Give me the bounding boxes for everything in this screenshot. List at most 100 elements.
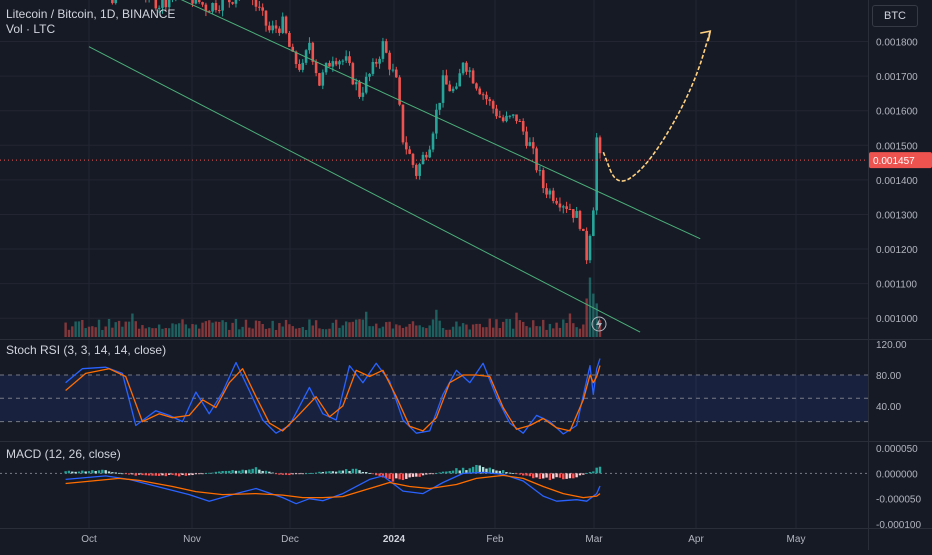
stoch-tick-label: 80.00 [876, 371, 901, 382]
macd-histogram-bar [288, 473, 291, 476]
candle-body [258, 6, 261, 8]
volume-bar [552, 328, 555, 337]
macd-histogram-bar [431, 473, 435, 475]
macd-histogram-bar [485, 468, 488, 474]
candle-body [525, 131, 528, 146]
volume-bar [511, 328, 515, 337]
time-tick-label: Mar [585, 534, 603, 545]
volume-bar [201, 322, 204, 337]
price-tick-label: 0.001400 [876, 176, 918, 187]
macd-histogram-bar [84, 471, 87, 474]
volume-bar [141, 325, 144, 337]
macd-title: MACD (12, 26, close) [6, 447, 121, 461]
price-tick-label: 0.001600 [876, 107, 918, 118]
candle-body [398, 77, 401, 105]
macd-histogram-bar [308, 473, 311, 474]
volume-bar [87, 326, 91, 337]
volume-bar [321, 329, 324, 337]
candle-body [438, 102, 441, 110]
volume-bar [385, 322, 388, 337]
volume-bar [208, 320, 211, 337]
macd-histogram-bar [328, 471, 331, 474]
candle-body [264, 10, 268, 26]
macd-histogram-bar [395, 473, 398, 479]
volume-bar [415, 325, 418, 337]
volume-bar [461, 323, 465, 337]
candle-body [227, 0, 231, 3]
volume-bar [435, 309, 438, 337]
macd-histogram-bar [401, 473, 405, 481]
macd-histogram-bar [421, 473, 425, 476]
candle-body [538, 170, 542, 172]
candle-body [291, 46, 295, 52]
candle-body [294, 51, 298, 64]
macd-histogram-bar [511, 473, 515, 474]
macd-histogram-bar [334, 471, 338, 474]
macd-histogram-bar [391, 473, 395, 482]
volume-bar [331, 322, 335, 337]
macd-histogram-bar [415, 473, 418, 477]
volume-bar [234, 318, 238, 337]
candle-body [111, 0, 114, 4]
candle-body [351, 63, 355, 85]
candle-body [575, 211, 578, 218]
macd-histogram-bar [261, 470, 264, 474]
volume-bar [365, 311, 368, 337]
candle-body [451, 88, 455, 92]
candle-body [234, 0, 238, 4]
price-tick-label: 0.001800 [876, 38, 918, 49]
macd-histogram-bar [211, 472, 214, 474]
candle-body [488, 99, 492, 102]
event-marker-icon[interactable] [591, 316, 607, 332]
stoch-k-line [65, 358, 601, 435]
macd-histogram-bar [104, 470, 107, 474]
volume-bar [147, 327, 151, 337]
macd-histogram-bar [588, 472, 592, 474]
volume-bar [408, 323, 411, 337]
volume-bar [568, 313, 572, 337]
macd-histogram-bar [167, 473, 171, 475]
volume-bar [485, 327, 488, 337]
macd-histogram-bar [491, 469, 495, 474]
macd-histogram-bar [572, 473, 575, 479]
macd-histogram-bar [358, 470, 361, 474]
macd-histogram-bar [458, 470, 461, 474]
symbol-badge[interactable]: BTC [872, 5, 918, 27]
candle-body [541, 170, 545, 189]
candle-body [261, 7, 264, 11]
volume-bar [455, 321, 458, 337]
macd-histogram-bar [231, 470, 234, 474]
volume-bar [264, 328, 268, 337]
candle-body [301, 62, 305, 70]
macd-histogram-bar [127, 473, 131, 475]
macd-histogram-bar [191, 473, 194, 476]
macd-histogram-bar [545, 473, 548, 478]
volume-bar [107, 318, 111, 337]
macd-histogram-bar [455, 468, 458, 474]
macd-line [65, 471, 601, 505]
candle-body [157, 7, 161, 9]
candle-body [354, 82, 358, 85]
candle-body [204, 4, 208, 12]
volume-bar [84, 328, 87, 337]
macd-histogram-bar [214, 471, 218, 474]
macd-histogram-bar [294, 473, 298, 475]
volume-bar [401, 327, 405, 337]
macd-tick-label: -0.000050 [876, 495, 921, 506]
macd-histogram-bar [548, 473, 552, 481]
volume-bar [538, 326, 542, 337]
macd-histogram-bar [445, 471, 448, 474]
macd-histogram-bar [465, 470, 468, 474]
macd-histogram-bar [258, 469, 261, 474]
volume-bar [254, 320, 258, 337]
candle-body [164, 0, 168, 8]
candle-body [531, 142, 535, 149]
candle-body [318, 73, 321, 86]
candle-body [491, 101, 495, 109]
macd-histogram-bar [221, 470, 224, 474]
macd-histogram-bar [311, 472, 314, 474]
macd-histogram-bar [281, 473, 284, 475]
volume-bar [338, 327, 341, 337]
macd-histogram-bar [388, 473, 391, 479]
